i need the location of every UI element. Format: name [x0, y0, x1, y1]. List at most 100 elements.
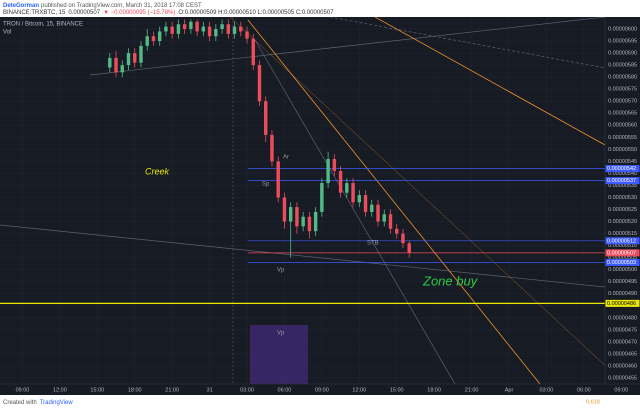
axes: 0.00000455 0.00000460 0.00000465 0.00000470… — [16, 26, 640, 393]
x-tick-label: 03:00 — [540, 387, 554, 393]
y-tick-label: 0.00000460 — [608, 363, 637, 369]
x-tick-label: 03:00 — [240, 387, 254, 393]
candle-body — [232, 26, 237, 34]
created: Created with — [3, 400, 37, 406]
candle-body — [257, 65, 262, 102]
candle-body — [313, 211, 318, 232]
candle-body — [151, 36, 156, 42]
y-tick-label: 0.00000505 — [608, 255, 637, 261]
brand[interactable]: TradingView — [40, 400, 74, 406]
candle-body — [395, 228, 399, 234]
candle-body — [345, 183, 349, 193]
y-tick-label: 0.00000530 — [608, 195, 637, 201]
x-tick-label: Apr — [505, 387, 514, 393]
y-tick-label: 0.00000475 — [608, 327, 637, 333]
y-tick-label: 0.00000515 — [608, 231, 637, 237]
annotation: Ar — [283, 155, 289, 161]
x-tick-label: 31 — [207, 387, 213, 393]
level-label-box — [605, 299, 640, 307]
chart-subtitle: Vol — [3, 30, 11, 36]
candle-body — [170, 26, 174, 34]
price-axis — [605, 17, 640, 384]
y-tick-label: 0.00000585 — [608, 63, 637, 69]
x-tick-label: 12:00 — [53, 387, 67, 393]
fib-line — [229, 17, 605, 366]
x-tick-label: 06:00 — [278, 387, 292, 393]
grid — [0, 17, 605, 384]
candle-body — [376, 204, 380, 222]
candle-body — [282, 197, 287, 222]
legend-line: BINANCE:TRXBTC, 15 0.00000507 ▼ −0.0000009… — [3, 10, 334, 16]
candle-body — [139, 45, 143, 63]
author[interactable]: DeteGorman — [3, 3, 39, 9]
candle-body — [245, 31, 249, 39]
candle-body — [120, 65, 124, 73]
candle-body — [220, 24, 224, 30]
x-tick-label: 09:00 — [16, 387, 30, 393]
candle-body — [295, 207, 299, 227]
candle-body — [189, 21, 193, 30]
candle-body — [157, 31, 162, 42]
candle-body — [145, 36, 149, 46]
trend-line — [329, 17, 605, 69]
y-tick-label: 0.00000590 — [608, 51, 637, 57]
trend-line — [0, 224, 605, 288]
level-label: 0.00000542 — [607, 166, 636, 172]
x-tick-label: 09:00 — [315, 387, 329, 393]
level-label: 0.00000507 — [607, 250, 636, 256]
y-tick-label: 0.00000465 — [608, 351, 637, 357]
chart-background — [0, 17, 640, 395]
last-price: 0.00000507 — [68, 10, 100, 16]
y-tick-label: 0.00000510 — [608, 243, 637, 249]
candles — [108, 19, 411, 258]
candle-body — [176, 24, 181, 34]
y-tick-label: 0.00000570 — [608, 99, 637, 105]
level-label-box — [605, 165, 640, 173]
trend-line — [89, 17, 605, 76]
trend-line — [254, 39, 456, 384]
x-tick-label: 21:00 — [165, 387, 179, 393]
candle-body — [382, 214, 386, 222]
fib-line — [247, 19, 541, 384]
y-tick-label: 0.00000540 — [608, 171, 637, 177]
candle-body — [164, 26, 168, 32]
candle-body — [214, 29, 218, 37]
y-tick-label: 0.00000520 — [608, 219, 637, 225]
x-tick-label: 06:00 — [577, 387, 591, 393]
candle-body — [182, 24, 187, 30]
y-tick-label: 0.00000555 — [608, 135, 637, 141]
y-tick-label: 0.00000580 — [608, 75, 637, 81]
candle-body — [351, 183, 355, 203]
candle-body — [401, 233, 405, 244]
drawings — [0, 17, 605, 384]
annotation: Vp — [277, 268, 285, 274]
candle-body — [251, 38, 255, 66]
candle-body — [363, 195, 368, 212]
candle-body — [288, 207, 293, 222]
y-tick-label: 0.00000595 — [608, 39, 637, 45]
candle-body — [338, 171, 343, 193]
y-tick-label: 0.00000500 — [608, 267, 637, 273]
change: ▼ −0.00000095 (−15.78%) — [103, 10, 175, 16]
candle-body — [307, 216, 312, 232]
level-label-box — [605, 258, 640, 266]
fib-line — [374, 17, 605, 146]
annotation: Creek — [145, 166, 170, 176]
annotation: STB — [367, 241, 379, 247]
annotation: Sp — [262, 182, 270, 188]
candle-body — [195, 21, 199, 32]
annotation: Zone buy — [422, 273, 479, 288]
ohlc: O:0.00000509 H:0.00000510 L:0.00000505 C… — [178, 10, 334, 16]
y-tick-label: 0.00000455 — [608, 375, 637, 381]
x-tick-label: 21:00 — [465, 387, 479, 393]
candle-body — [201, 26, 206, 32]
candle-body — [320, 183, 324, 212]
footer-bar — [0, 395, 640, 409]
y-tick-label: 0.00000535 — [608, 183, 637, 189]
symbol: BINANCE:TRXBTC, 15 — [3, 10, 66, 16]
y-tick-label: 0.00000470 — [608, 339, 637, 345]
y-tick-label: 0.00000550 — [608, 147, 637, 153]
y-tick-label: 0.00000495 — [608, 279, 637, 285]
y-tick-label: 0.00000565 — [608, 111, 637, 117]
candle-body — [301, 216, 305, 227]
